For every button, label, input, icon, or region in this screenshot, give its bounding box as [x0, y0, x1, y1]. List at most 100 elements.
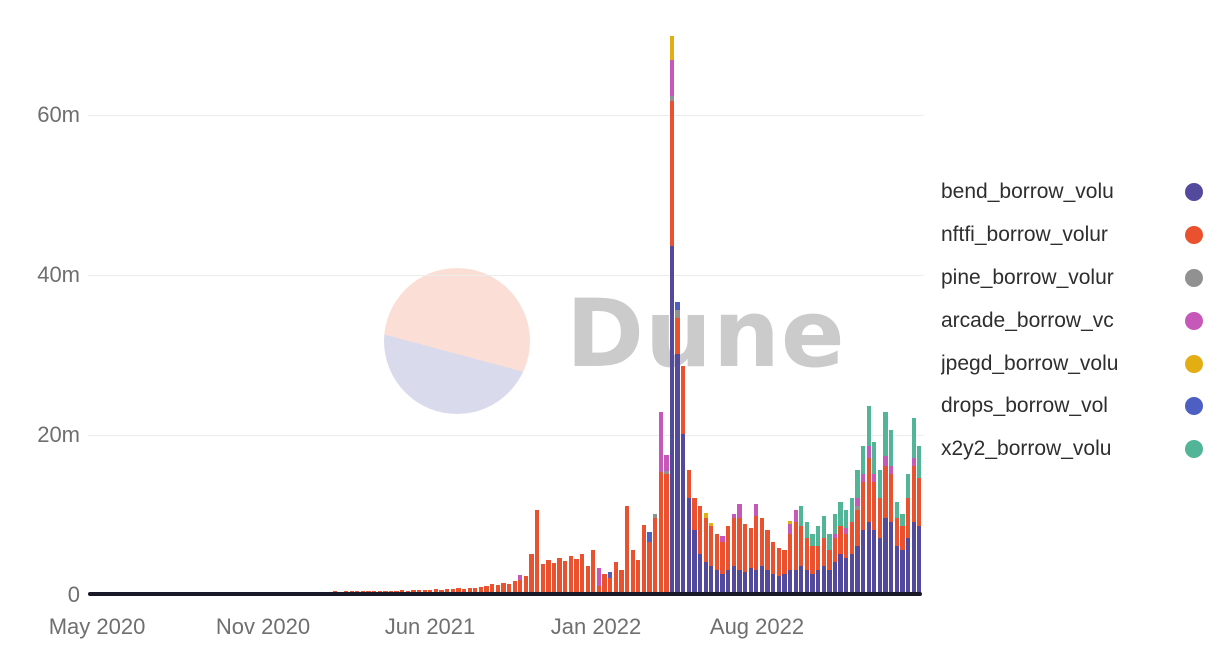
- bar-segment-arcade_borrow_vc: [754, 503, 759, 516]
- bar[interactable]: [917, 446, 922, 594]
- bar-segment-nftfi_borrow_volur: [838, 526, 843, 554]
- bar[interactable]: [506, 583, 512, 594]
- bar[interactable]: [692, 498, 697, 594]
- bar[interactable]: [473, 588, 478, 594]
- bar[interactable]: [445, 588, 450, 594]
- bar[interactable]: [894, 502, 899, 594]
- bar[interactable]: [461, 588, 467, 594]
- bar[interactable]: [815, 526, 821, 594]
- bar[interactable]: [900, 514, 905, 594]
- bar-segment-nftfi_borrow_volur: [484, 586, 489, 594]
- bar[interactable]: [838, 502, 843, 594]
- bar[interactable]: [799, 506, 804, 594]
- bar[interactable]: [754, 503, 759, 594]
- bar[interactable]: [703, 513, 708, 594]
- bar[interactable]: [804, 522, 810, 594]
- bar[interactable]: [877, 470, 883, 594]
- bar[interactable]: [467, 587, 472, 594]
- bar[interactable]: [737, 503, 742, 594]
- bar[interactable]: [675, 302, 680, 594]
- legend-item[interactable]: pine_borrow_volur: [941, 257, 1224, 300]
- bar[interactable]: [574, 558, 579, 594]
- bar[interactable]: [832, 514, 838, 594]
- legend-item[interactable]: jpegd_borrow_volu: [941, 342, 1224, 385]
- bar[interactable]: [849, 498, 854, 594]
- bar[interactable]: [787, 521, 793, 594]
- bar[interactable]: [608, 571, 613, 594]
- bar[interactable]: [664, 454, 669, 594]
- bar[interactable]: [821, 515, 826, 594]
- bar[interactable]: [630, 550, 635, 594]
- bar[interactable]: [653, 514, 658, 594]
- bar[interactable]: [641, 525, 647, 594]
- bar[interactable]: [624, 506, 630, 594]
- bar[interactable]: [551, 562, 557, 594]
- bar[interactable]: [613, 562, 618, 594]
- bar[interactable]: [866, 406, 871, 594]
- bar[interactable]: [697, 506, 703, 594]
- bar[interactable]: [782, 550, 787, 594]
- bar[interactable]: [748, 528, 753, 594]
- bar[interactable]: [518, 574, 523, 594]
- bar[interactable]: [726, 526, 731, 594]
- bar-segment-nftfi_borrow_volur: [776, 548, 781, 577]
- bar[interactable]: [720, 535, 725, 594]
- bar[interactable]: [714, 534, 720, 594]
- bar[interactable]: [883, 412, 888, 594]
- bar[interactable]: [905, 474, 911, 594]
- bar[interactable]: [591, 550, 596, 594]
- bar[interactable]: [563, 561, 568, 594]
- bar[interactable]: [810, 534, 815, 594]
- bar[interactable]: [557, 558, 562, 594]
- bar[interactable]: [827, 534, 832, 594]
- bar[interactable]: [596, 568, 602, 594]
- bar[interactable]: [669, 36, 675, 594]
- bar[interactable]: [512, 581, 517, 594]
- bar[interactable]: [478, 586, 484, 594]
- bar[interactable]: [568, 555, 573, 594]
- bar[interactable]: [495, 585, 500, 594]
- bar[interactable]: [540, 563, 545, 594]
- bar[interactable]: [686, 470, 692, 594]
- bar-segment-bend_borrow_volu: [889, 522, 894, 594]
- bar[interactable]: [439, 589, 444, 594]
- bar[interactable]: [658, 412, 663, 594]
- bar[interactable]: [546, 560, 551, 594]
- bar[interactable]: [636, 560, 641, 594]
- bar[interactable]: [681, 366, 686, 594]
- bar[interactable]: [619, 570, 624, 594]
- bar[interactable]: [731, 514, 736, 594]
- bar[interactable]: [534, 510, 540, 594]
- bar[interactable]: [776, 548, 781, 594]
- bar[interactable]: [450, 589, 455, 594]
- bar[interactable]: [844, 510, 849, 594]
- bar[interactable]: [529, 554, 534, 594]
- bar[interactable]: [855, 470, 860, 594]
- bar[interactable]: [579, 554, 585, 594]
- bar[interactable]: [709, 522, 714, 594]
- bar[interactable]: [428, 589, 433, 594]
- bar[interactable]: [793, 510, 798, 594]
- bar[interactable]: [765, 530, 770, 594]
- legend-item[interactable]: arcade_borrow_vc: [941, 299, 1224, 342]
- legend-item[interactable]: bend_borrow_volu: [941, 171, 1224, 214]
- bar[interactable]: [911, 418, 916, 594]
- bar[interactable]: [872, 442, 877, 594]
- bar[interactable]: [490, 584, 495, 594]
- bar[interactable]: [647, 532, 652, 594]
- bar[interactable]: [771, 542, 776, 594]
- bar[interactable]: [585, 566, 590, 594]
- bar[interactable]: [433, 589, 439, 594]
- legend-item[interactable]: drops_borrow_vol: [941, 385, 1224, 428]
- bar[interactable]: [523, 576, 529, 594]
- bar[interactable]: [501, 582, 506, 594]
- bar[interactable]: [456, 588, 461, 594]
- bar[interactable]: [742, 523, 748, 594]
- bar[interactable]: [759, 518, 765, 594]
- bar[interactable]: [860, 446, 866, 594]
- bar[interactable]: [484, 586, 489, 594]
- bar[interactable]: [889, 430, 894, 594]
- legend-item[interactable]: nftfi_borrow_volur: [941, 214, 1224, 257]
- bar[interactable]: [602, 574, 607, 594]
- legend-item[interactable]: x2y2_borrow_volu: [941, 428, 1224, 471]
